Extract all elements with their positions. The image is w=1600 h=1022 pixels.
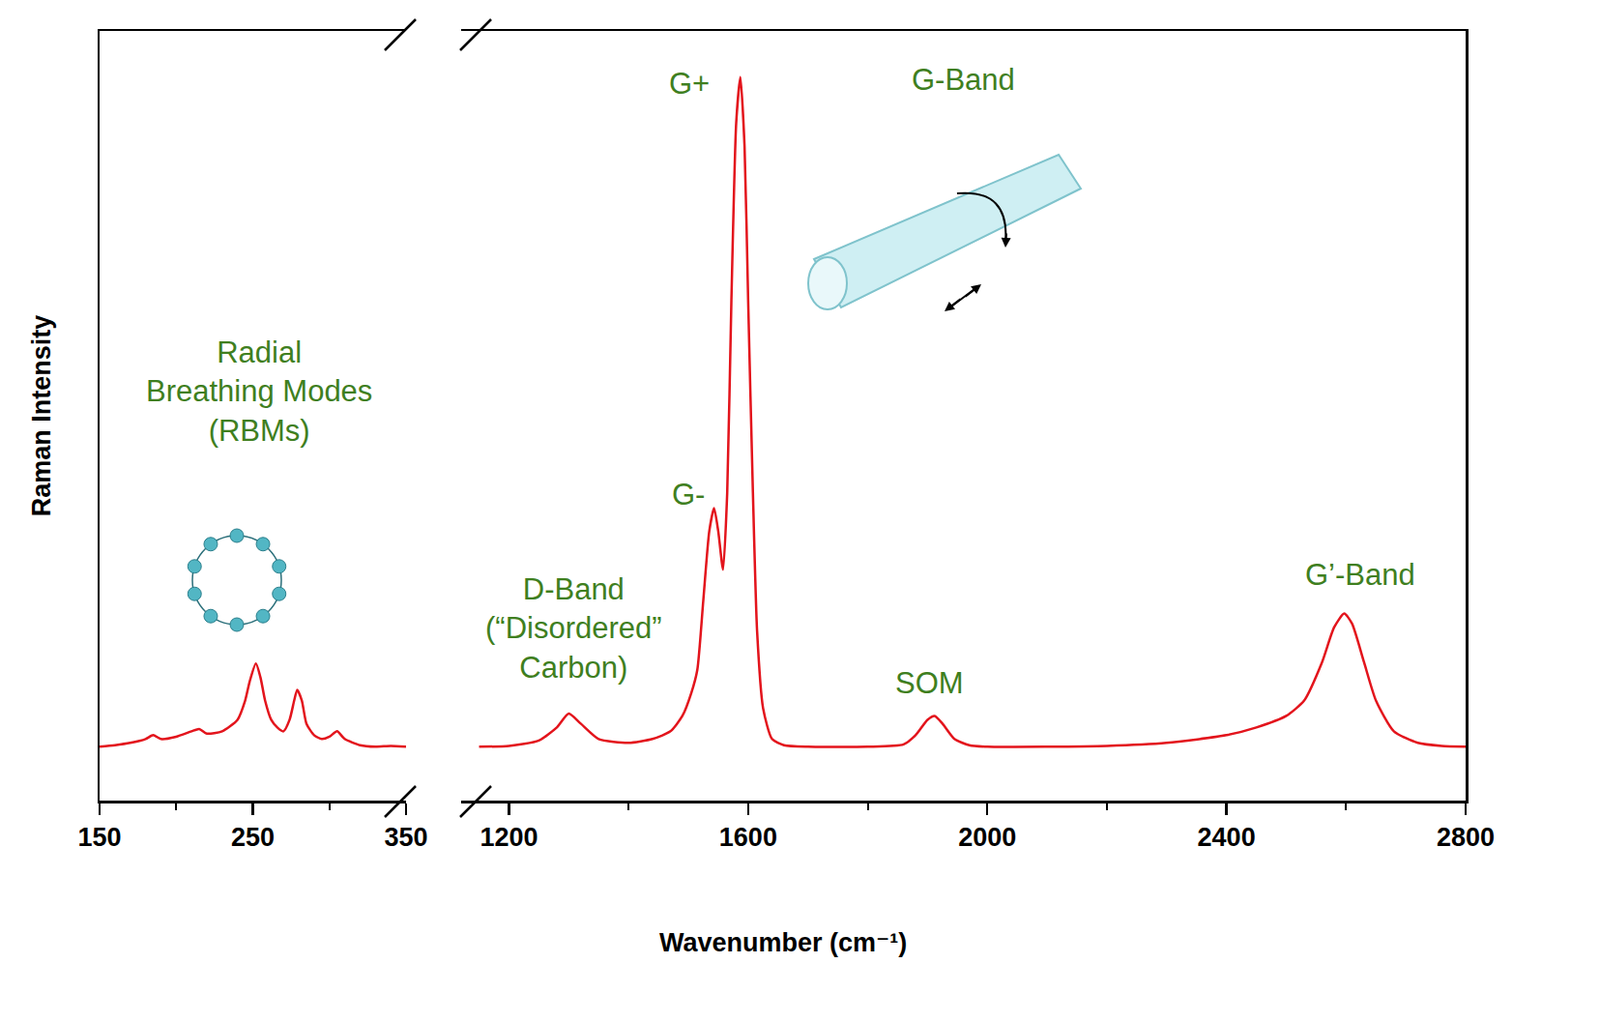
svg-text:1600: 1600: [719, 822, 778, 852]
svg-text:G+: G+: [669, 66, 710, 101]
svg-text:250: 250: [231, 822, 275, 852]
svg-text:G’-Band: G’-Band: [1305, 557, 1416, 592]
svg-text:RadialBreathing Modes(RBMs): RadialBreathing Modes(RBMs): [145, 335, 373, 448]
svg-text:G-Band: G-Band: [911, 62, 1016, 97]
svg-text:Wavenumber (cm⁻¹): Wavenumber (cm⁻¹): [659, 928, 907, 958]
svg-text:SOM: SOM: [895, 666, 964, 700]
svg-text:Raman Intensity: Raman Intensity: [27, 315, 57, 518]
svg-text:2000: 2000: [958, 822, 1017, 852]
svg-text:150: 150: [77, 822, 121, 852]
svg-text:D-Band(“Disordered”Carbon): D-Band(“Disordered”Carbon): [485, 572, 663, 685]
svg-text:G-: G-: [671, 477, 705, 512]
svg-text:1200: 1200: [479, 822, 538, 852]
svg-text:2800: 2800: [1436, 822, 1495, 852]
svg-text:2400: 2400: [1197, 822, 1256, 852]
svg-text:350: 350: [383, 822, 428, 852]
